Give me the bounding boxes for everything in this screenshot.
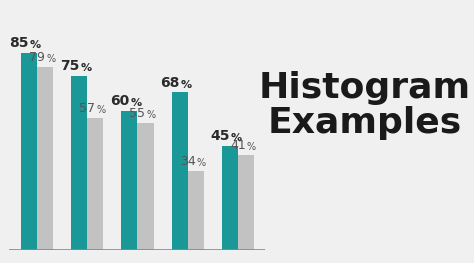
Text: 55: 55 bbox=[129, 107, 146, 120]
Bar bbox=[188, 171, 204, 250]
Text: %: % bbox=[46, 54, 55, 64]
Bar bbox=[137, 123, 154, 250]
Text: 68: 68 bbox=[160, 76, 180, 90]
Text: Histogram
Examples: Histogram Examples bbox=[259, 70, 471, 140]
Bar bbox=[21, 53, 37, 250]
Bar bbox=[37, 67, 53, 250]
Text: 79: 79 bbox=[29, 51, 45, 64]
Bar bbox=[172, 93, 188, 250]
Text: %: % bbox=[197, 158, 206, 168]
Bar bbox=[121, 111, 137, 250]
Text: 85: 85 bbox=[9, 36, 29, 50]
Text: %: % bbox=[130, 98, 142, 108]
Text: 60: 60 bbox=[110, 94, 129, 108]
Text: %: % bbox=[30, 40, 41, 50]
Bar bbox=[87, 118, 103, 250]
Text: 34: 34 bbox=[180, 155, 196, 168]
Text: 45: 45 bbox=[210, 129, 230, 143]
Text: %: % bbox=[231, 133, 242, 143]
Text: 41: 41 bbox=[230, 139, 246, 152]
Bar bbox=[222, 146, 238, 250]
Text: %: % bbox=[247, 142, 256, 152]
Text: 57: 57 bbox=[79, 102, 95, 115]
Text: %: % bbox=[181, 80, 192, 90]
Text: 75: 75 bbox=[60, 59, 79, 73]
Bar bbox=[238, 155, 254, 250]
Text: %: % bbox=[80, 63, 91, 73]
Text: %: % bbox=[96, 105, 105, 115]
Bar bbox=[71, 76, 87, 250]
Text: %: % bbox=[146, 110, 155, 120]
